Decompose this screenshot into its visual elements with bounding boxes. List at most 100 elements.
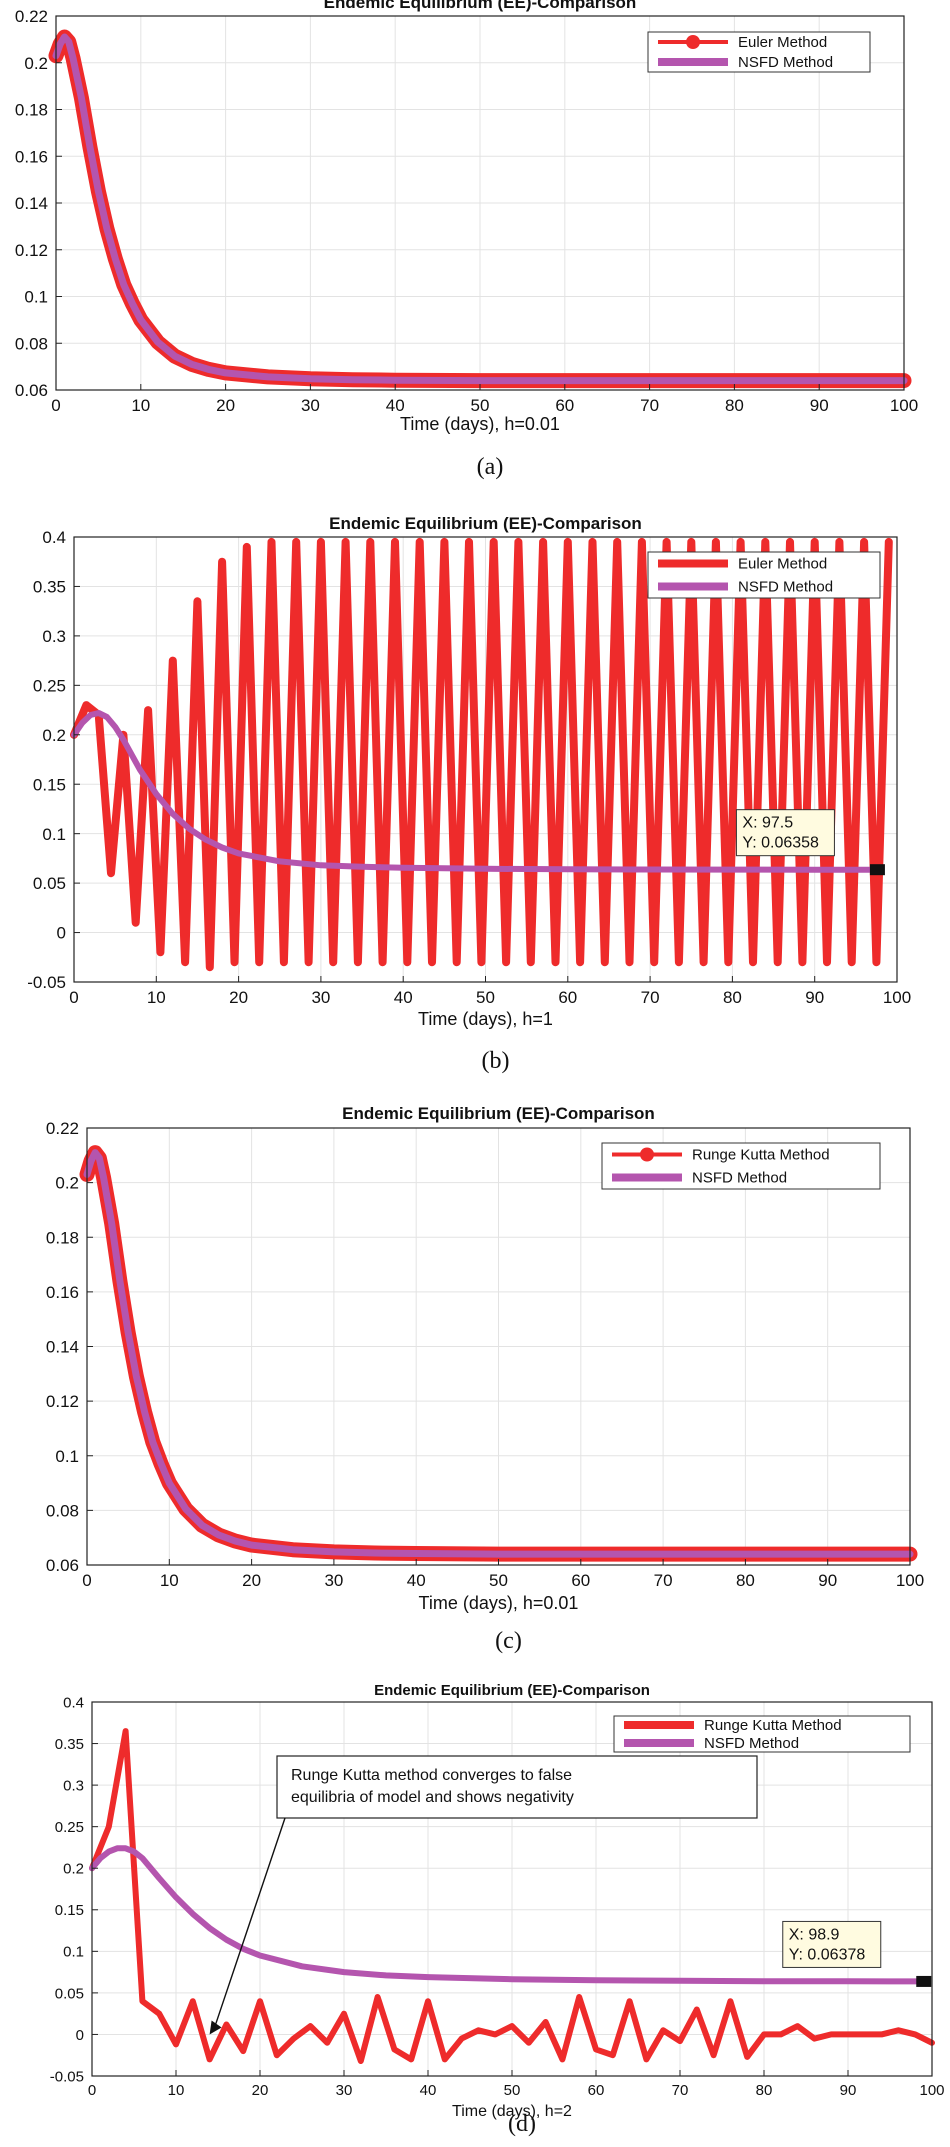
y-tick-label: 0.06 <box>46 1556 79 1575</box>
y-tick-label: 0.15 <box>55 1902 84 1919</box>
y-tick-label: 0.18 <box>15 101 48 120</box>
chart-title: Endemic Equilibrium (EE)-Comparison <box>329 514 642 533</box>
x-tick-label: 80 <box>725 396 744 415</box>
x-axis-label: Time (days), h=0.01 <box>400 414 560 434</box>
y-tick-label: 0.25 <box>33 676 66 695</box>
datatip-x: X: 97.5 <box>742 815 793 832</box>
legend-label: Runge Kutta Method <box>692 1147 830 1164</box>
series-line-nsfd-method <box>71 710 880 873</box>
x-tick-label: 90 <box>840 2082 857 2099</box>
y-tick-label: 0.25 <box>55 1819 84 1836</box>
panel-d: 0 10 20 30 40 50 60 70 80 90 100-0.0500.050.10.150… <box>50 1682 945 2137</box>
series-line-runge-kutta-method <box>89 1728 935 2064</box>
x-tick-label: 0 <box>82 1571 91 1590</box>
y-tick-label: 0.16 <box>46 1283 79 1302</box>
x-tick-label: 0 <box>51 396 60 415</box>
x-tick-label: 30 <box>301 396 320 415</box>
x-tick-label: 50 <box>471 396 490 415</box>
x-tick-label: 30 <box>311 988 330 1007</box>
panel-b: 0 10 20 30 40 50 60 70 80 90 100-0.0500.050.10.150… <box>27 514 911 1074</box>
chart-title: Endemic Equilibrium (EE)-Comparison <box>324 0 637 12</box>
datatip-marker <box>916 1975 932 1987</box>
y-tick-label: 0.3 <box>42 627 66 646</box>
legend-label: NSFD Method <box>738 54 833 71</box>
x-axis-label: Time (days), h=2 <box>452 2103 572 2120</box>
y-tick-label: 0.22 <box>46 1119 79 1138</box>
x-tick-label: 100 <box>883 988 911 1007</box>
x-tick-label: 60 <box>571 1571 590 1590</box>
x-tick-label: 30 <box>324 1571 343 1590</box>
y-tick-label: 0.1 <box>24 288 48 307</box>
y-tick-label: 0.35 <box>33 578 66 597</box>
panel-a: 0 10 20 30 40 50 60 70 80 90 100 0.06 0.08 0.1 0.12 0.1… <box>15 0 918 480</box>
y-tick-label: 0 <box>57 924 66 943</box>
x-tick-label: 70 <box>641 988 660 1007</box>
x-tick-label: 60 <box>555 396 574 415</box>
annotation-box <box>276 1755 758 1819</box>
y-tick-label: 0.3 <box>63 1778 84 1795</box>
datatip-y: Y: 0.06358 <box>742 835 819 852</box>
series-line-nsfd-method <box>83 1149 914 1558</box>
x-tick-label: 100 <box>890 396 918 415</box>
legend-label: NSFD Method <box>692 1170 787 1187</box>
legend-marker <box>640 1147 654 1162</box>
y-tick-label: 0.1 <box>42 825 66 844</box>
x-tick-label: 70 <box>672 2082 689 2099</box>
x-tick-label: 20 <box>229 988 248 1007</box>
y-tick-label: 0 <box>76 2027 84 2044</box>
annotation-text: Runge Kutta method converges to false <box>291 1767 572 1784</box>
x-tick-label: 20 <box>252 2082 269 2099</box>
y-tick-label: -0.05 <box>50 2068 84 2085</box>
y-tick-label: 0.35 <box>55 1736 84 1753</box>
x-tick-label: 90 <box>810 396 829 415</box>
panel-caption: (d) <box>508 2111 536 2137</box>
y-tick-label: 0.14 <box>15 194 48 213</box>
y-tick-label: 0.05 <box>33 874 66 893</box>
annotation-arrow <box>214 1817 286 2025</box>
panel-caption: (a) <box>477 454 504 480</box>
x-tick-label: 10 <box>168 2082 185 2099</box>
legend-label: NSFD Method <box>704 1735 799 1752</box>
x-tick-label: 80 <box>723 988 742 1007</box>
x-tick-label: 50 <box>476 988 495 1007</box>
y-tick-label: 0.1 <box>55 1447 79 1466</box>
x-tick-label: 0 <box>69 988 78 1007</box>
x-tick-label: 90 <box>818 1571 837 1590</box>
chart-title: Endemic Equilibrium (EE)-Comparison <box>342 1104 655 1123</box>
x-tick-label: 20 <box>216 396 235 415</box>
x-tick-label: 40 <box>394 988 413 1007</box>
x-tick-label: 50 <box>489 1571 508 1590</box>
y-tick-label: 0.14 <box>46 1338 79 1357</box>
y-tick-label: 0.2 <box>24 54 48 73</box>
y-tick-label: 0.08 <box>46 1501 79 1520</box>
y-tick-label: 0.08 <box>15 334 48 353</box>
x-tick-label: 20 <box>242 1571 261 1590</box>
y-tick-label: 0.16 <box>15 147 48 166</box>
x-tick-label: 40 <box>386 396 405 415</box>
y-tick-label: 0.06 <box>15 381 48 400</box>
x-axis-label: Time (days), h=1 <box>418 1009 553 1029</box>
x-tick-label: 10 <box>131 396 150 415</box>
panel-caption: (b) <box>482 1048 510 1074</box>
x-axis-label: Time (days), h=0.01 <box>419 1593 579 1613</box>
x-tick-label: 10 <box>147 988 166 1007</box>
x-tick-label: 30 <box>336 2082 353 2099</box>
annotation-arrowhead <box>209 2020 222 2035</box>
series-line-nsfd-method <box>89 1845 926 1985</box>
panel-c: 0 10 20 30 40 50 60 70 80 90 100 0.06 0.08 0.1 0.12 0.1… <box>46 1104 924 1654</box>
y-tick-label: 0.4 <box>42 528 66 547</box>
x-tick-label: 100 <box>896 1571 924 1590</box>
x-tick-label: 70 <box>654 1571 673 1590</box>
y-tick-label: 0.05 <box>55 1985 84 2002</box>
y-tick-label: 0.4 <box>63 1694 84 1711</box>
x-tick-label: 10 <box>160 1571 179 1590</box>
y-tick-label: 0.22 <box>15 7 48 26</box>
x-tick-label: 80 <box>756 2082 773 2099</box>
x-tick-label: 60 <box>588 2082 605 2099</box>
chart-title: Endemic Equilibrium (EE)-Comparison <box>374 1682 650 1699</box>
legend-label: Runge Kutta Method <box>704 1717 842 1734</box>
datatip-y: Y: 0.06378 <box>789 1946 866 1963</box>
datatip-box <box>735 809 835 857</box>
legend-marker <box>686 35 700 49</box>
